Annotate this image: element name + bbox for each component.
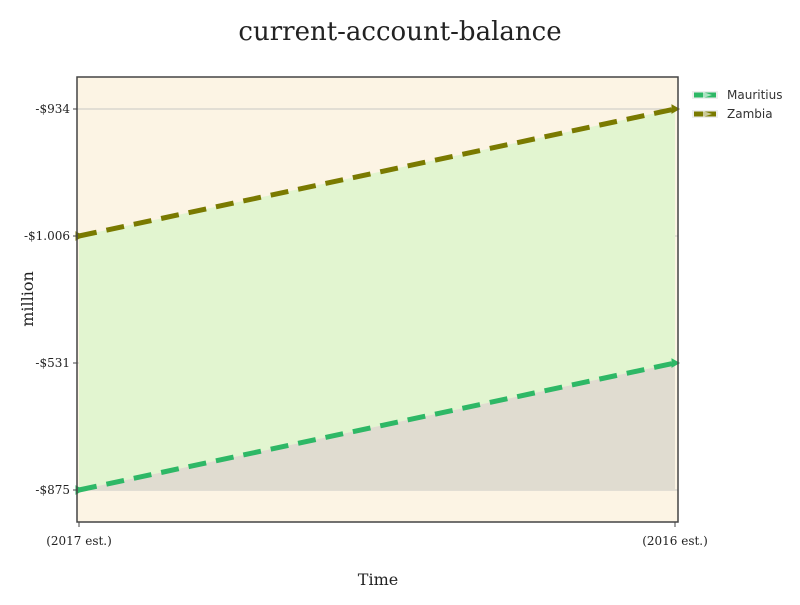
x-axis: (2017 est.) (2016 est.) [46,522,708,548]
legend-marker-icon [703,92,712,98]
series-point-zambia [671,104,681,114]
y-tick-label: -$934 [35,102,70,116]
legend-label: Mauritius [727,88,782,102]
y-axis-title: million [18,271,37,327]
y-tick-label: -$1.006 [24,229,70,243]
legend-marker-icon [703,111,712,117]
y-tick-label: -$531 [35,356,70,370]
legend: Mauritius Zambia [692,88,782,121]
x-axis-title: Time [358,570,398,589]
legend-label: Zambia [727,107,773,121]
series-point-mauritius [671,358,681,368]
x-tick-label: (2017 est.) [46,534,112,548]
series-line-zambia [78,106,676,239]
legend-item-mauritius: Mauritius [692,88,782,102]
y-tick-label: -$875 [35,483,70,497]
legend-item-zambia: Zambia [692,107,773,121]
series-line-mauritius [78,360,676,493]
chart-title: current-account-balance [238,17,561,47]
y-axis: -$934 -$1.006 -$531 -$875 [24,102,77,497]
x-tick-label: (2016 est.) [642,534,708,548]
plot-border [76,76,679,523]
